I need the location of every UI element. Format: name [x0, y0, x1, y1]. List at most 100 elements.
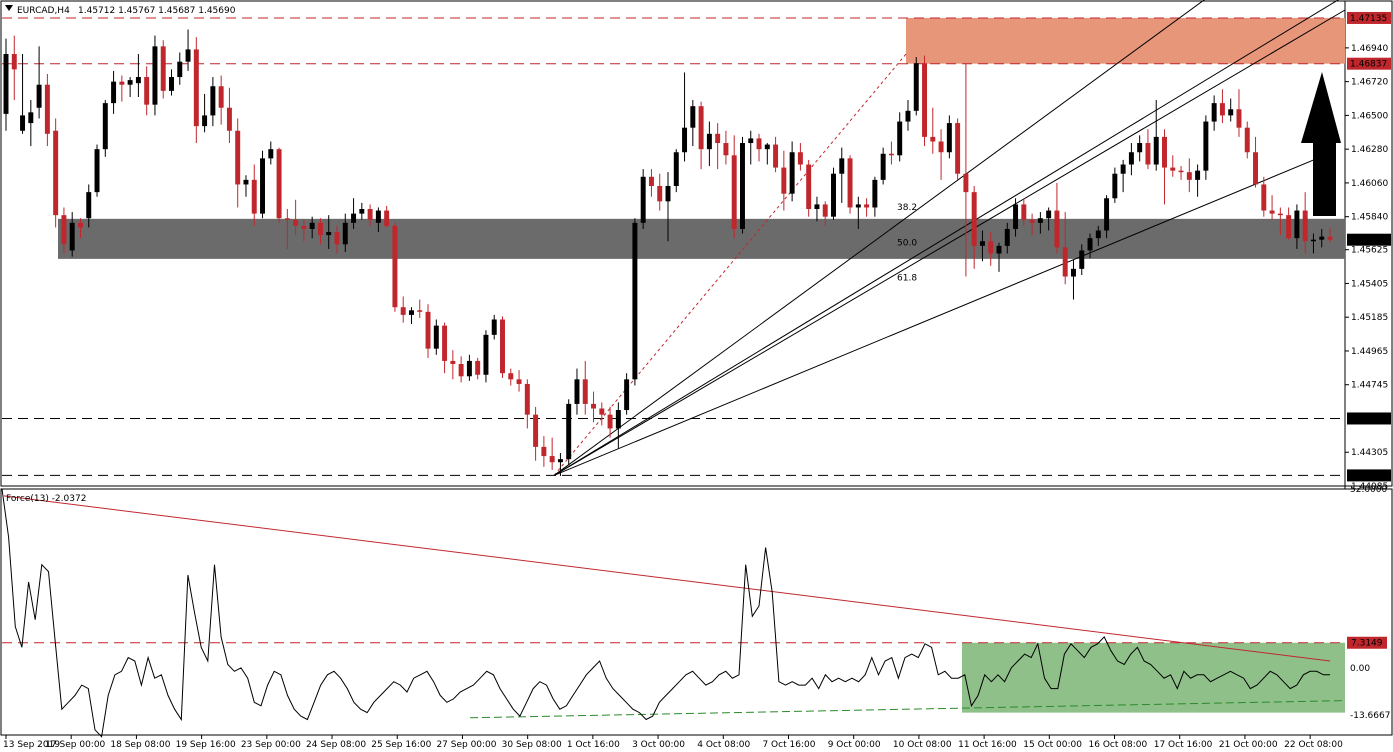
- candle-body: [1013, 204, 1019, 229]
- indicator-tick-label: -13.6667: [1350, 711, 1390, 721]
- price-marker-box: [1347, 57, 1391, 70]
- bullish-arrow-icon: [1301, 72, 1341, 216]
- candle-body: [1186, 172, 1192, 180]
- candle-body: [28, 112, 34, 124]
- candle-body: [144, 77, 150, 105]
- candle-body: [251, 179, 257, 214]
- candle-body: [1269, 210, 1275, 214]
- candle-body: [491, 319, 497, 335]
- candle-body: [326, 232, 332, 236]
- candle-body: [111, 81, 117, 104]
- candle-body: [1004, 228, 1010, 246]
- candle-body: [996, 245, 1002, 254]
- candle-body: [888, 153, 894, 156]
- candle-body: [20, 115, 26, 131]
- ohlc-readout: 1.45712 1.45767 1.45687 1.45690: [78, 6, 236, 16]
- candle-body: [524, 383, 530, 415]
- candle-body: [1128, 152, 1134, 165]
- candle-body: [1021, 204, 1027, 220]
- candle-body: [351, 213, 357, 223]
- indicator-title: Force(13) -2.0372: [6, 494, 86, 504]
- price-tick-label: 1.45405: [1351, 279, 1388, 289]
- candle-body: [309, 222, 315, 229]
- time-tick-label: 22 Oct 08:00: [1284, 740, 1343, 750]
- candle-body: [359, 209, 365, 214]
- price-marker-label: 1.44525: [1350, 414, 1387, 424]
- candle-body: [44, 84, 50, 134]
- candle-body: [94, 149, 100, 193]
- candle-body: [1037, 218, 1043, 223]
- candle-body: [789, 152, 795, 194]
- candle-body: [855, 204, 861, 208]
- candle-body: [632, 222, 638, 380]
- indicator-marker-label: 7.3149: [1351, 639, 1383, 649]
- price-marker-box: [1347, 11, 1391, 24]
- time-tick-label: 15 Oct 00:00: [1023, 740, 1082, 750]
- indicator-downtrend-line: [3, 495, 1331, 662]
- price-marker-box: [1347, 412, 1391, 425]
- upper-channel-line: [553, 0, 1339, 476]
- candle-body: [971, 192, 977, 246]
- price-tick-label: 1.44745: [1351, 381, 1388, 391]
- candle-body: [1070, 268, 1076, 277]
- candle-body: [475, 360, 481, 375]
- candle-body: [1062, 247, 1068, 277]
- candle-body: [1095, 230, 1101, 239]
- candle-body: [152, 46, 158, 105]
- candle-body: [797, 152, 803, 165]
- candle-body: [1079, 250, 1085, 269]
- candle-body: [1319, 236, 1325, 240]
- candle-body: [922, 63, 928, 137]
- time-tick-label: 11 Oct 16:00: [958, 740, 1017, 750]
- candle-body: [226, 107, 232, 131]
- candle-body: [442, 325, 448, 361]
- price-marker-box: [1347, 469, 1391, 482]
- candle-body: [1054, 210, 1060, 248]
- candle-body: [301, 225, 307, 229]
- price-tick-label: 1.44965: [1351, 347, 1388, 357]
- price-marker-label: 1.47135: [1350, 14, 1387, 24]
- candle-body: [177, 61, 183, 78]
- time-tick-label: 9 Oct 00:00: [828, 740, 881, 750]
- fib-baseline: [553, 53, 907, 476]
- candle-body: [698, 106, 704, 150]
- price-marker-label: 1.44154: [1350, 471, 1387, 481]
- candle-body: [450, 360, 456, 365]
- candle-body: [847, 158, 853, 208]
- candle-body: [839, 158, 845, 174]
- price-marker-box: [1347, 233, 1391, 246]
- candle-body: [1195, 170, 1201, 180]
- price-tick-label: 1.45625: [1351, 246, 1388, 256]
- candle-body: [773, 144, 779, 168]
- candle-body: [86, 192, 92, 219]
- candle-body: [682, 127, 688, 153]
- price-marker-label: 1.45690: [1350, 236, 1387, 246]
- candle-body: [500, 319, 505, 374]
- price-tick-label: 1.46500: [1351, 111, 1388, 121]
- fib-fan-line: [553, 0, 1205, 476]
- candle-body: [831, 173, 836, 217]
- candle-body: [822, 204, 828, 217]
- candle-body: [599, 408, 605, 415]
- candle-body: [36, 84, 42, 108]
- time-tick-label: 25 Sep 16:00: [371, 740, 431, 750]
- fib-label: 50.0: [897, 238, 917, 248]
- candle-body: [367, 209, 373, 220]
- indicator-marker-box: [1347, 636, 1387, 649]
- candle-body: [400, 307, 406, 315]
- candle-body: [61, 215, 67, 245]
- candle-body: [334, 232, 340, 245]
- collapse-triangle-icon[interactable]: [5, 5, 13, 11]
- candle-body: [1153, 136, 1159, 165]
- candle-body: [1327, 236, 1333, 240]
- price-tick-label: 1.46940: [1351, 44, 1388, 54]
- candle-body: [1203, 121, 1209, 171]
- time-tick-label: 3 Oct 00:00: [632, 740, 685, 750]
- fib-fan-line: [553, 150, 1336, 476]
- candle-body: [1310, 239, 1316, 242]
- price-tick-label: 1.46060: [1351, 179, 1388, 189]
- candle-body: [1029, 219, 1035, 223]
- candle-body: [1302, 210, 1308, 242]
- candle-body: [408, 310, 414, 315]
- candle-body: [690, 106, 696, 128]
